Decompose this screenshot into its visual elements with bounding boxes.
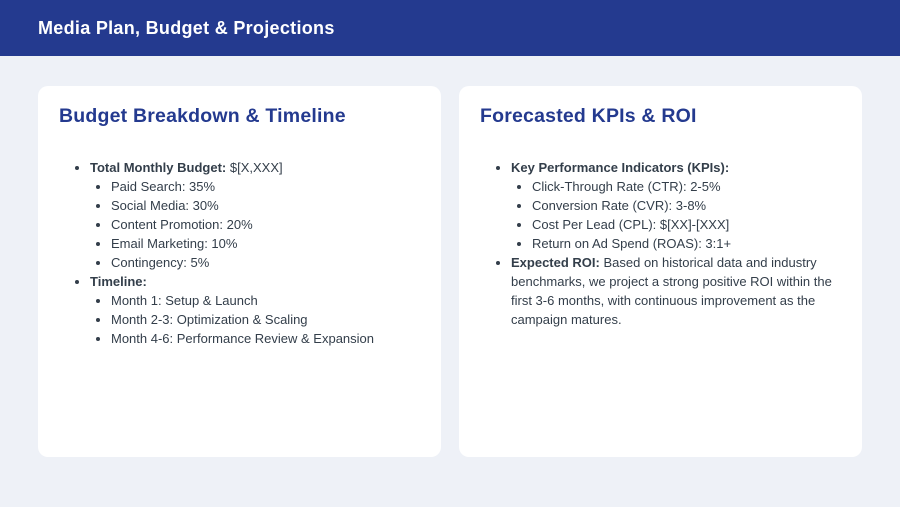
list-item: Click-Through Rate (CTR): 2-5% [532, 177, 841, 196]
list-item: Social Media: 30% [111, 196, 420, 215]
budget-sublist: Paid Search: 35% Social Media: 30% Conte… [90, 177, 420, 272]
list-item-label: Timeline: [90, 274, 147, 289]
content-area: Budget Breakdown & Timeline Total Monthl… [0, 56, 900, 457]
list-item: Paid Search: 35% [111, 177, 420, 196]
card-kpis-body: Key Performance Indicators (KPIs): Click… [480, 158, 841, 329]
list-item-expected-roi: Expected ROI: Based on historical data a… [511, 253, 841, 329]
list-item-timeline: Timeline: Month 1: Setup & Launch Month … [90, 272, 420, 348]
card-kpis-title: Forecasted KPIs & ROI [480, 105, 697, 127]
list-item-text: $[X,XXX] [226, 160, 283, 175]
list-item: Month 2-3: Optimization & Scaling [111, 310, 420, 329]
card-forecasted-kpis: Forecasted KPIs & ROI Key Performance In… [459, 86, 862, 457]
list-item: Content Promotion: 20% [111, 215, 420, 234]
list-item: Month 1: Setup & Launch [111, 291, 420, 310]
list-item: Contingency: 5% [111, 253, 420, 272]
list-item-label: Total Monthly Budget: [90, 160, 227, 175]
kpis-list: Key Performance Indicators (KPIs): Click… [480, 158, 841, 329]
header-bar: Media Plan, Budget & Projections [0, 0, 900, 56]
page-title: Media Plan, Budget & Projections [38, 17, 335, 38]
list-item: Month 4-6: Performance Review & Expansio… [111, 329, 420, 348]
card-budget-body: Total Monthly Budget: $[X,XXX] Paid Sear… [59, 158, 420, 348]
list-item-total-budget: Total Monthly Budget: $[X,XXX] Paid Sear… [90, 158, 420, 272]
list-item: Cost Per Lead (CPL): $[XX]-[XXX] [532, 215, 841, 234]
list-item-label: Key Performance Indicators (KPIs): [511, 160, 730, 175]
list-item: Return on Ad Spend (ROAS): 3:1+ [532, 234, 841, 253]
list-item-label: Expected ROI: [511, 255, 600, 270]
list-item: Email Marketing: 10% [111, 234, 420, 253]
list-item-kpis: Key Performance Indicators (KPIs): Click… [511, 158, 841, 253]
list-item: Conversion Rate (CVR): 3-8% [532, 196, 841, 215]
card-budget-title: Budget Breakdown & Timeline [59, 105, 346, 127]
budget-list: Total Monthly Budget: $[X,XXX] Paid Sear… [59, 158, 420, 348]
card-budget-breakdown: Budget Breakdown & Timeline Total Monthl… [38, 86, 441, 457]
kpis-sublist: Click-Through Rate (CTR): 2-5% Conversio… [511, 177, 841, 253]
timeline-sublist: Month 1: Setup & Launch Month 2-3: Optim… [90, 291, 420, 348]
list-item-text: Based on historical data and industry be… [511, 255, 832, 327]
